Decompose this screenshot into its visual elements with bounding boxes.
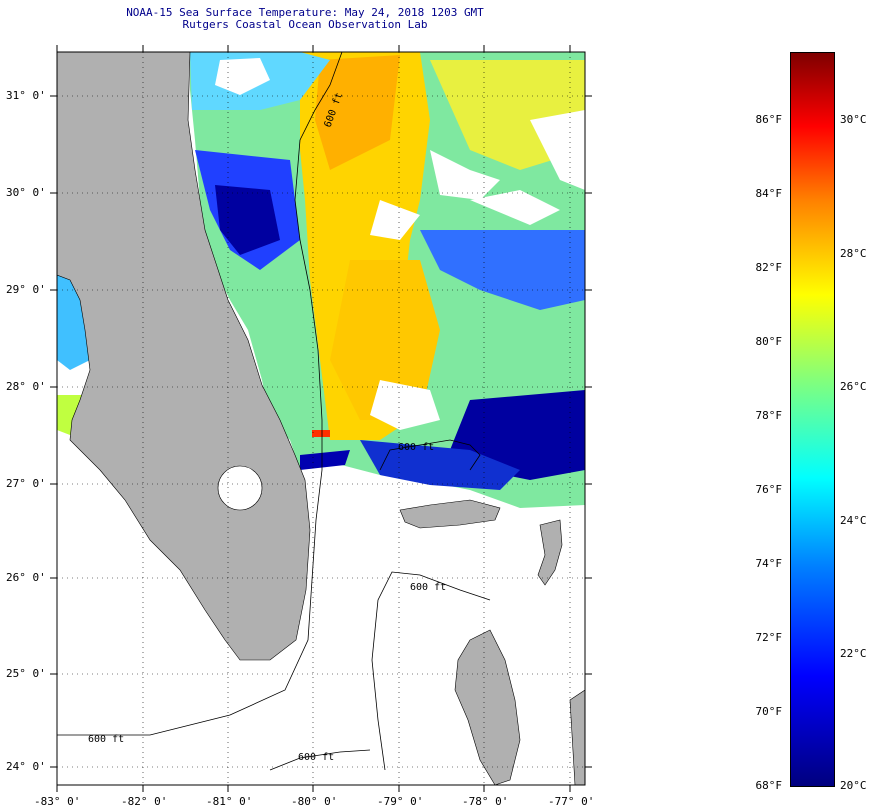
axis-ticks	[50, 45, 592, 792]
colorbar-f-74: 74°F	[755, 557, 783, 570]
sst-data-layer	[57, 52, 585, 508]
map-title: NOAA-15 Sea Surface Temperature: May 24,…	[126, 6, 484, 19]
lon-label-80: -80° 0'	[291, 795, 338, 808]
colorbar-f-70: 70°F	[755, 705, 783, 718]
lat-label-31: 31° 0'	[6, 89, 46, 102]
lat-label-25: 25° 0'	[6, 667, 46, 680]
colorbar-f-86: 86°F	[755, 113, 783, 126]
colorbar-c-20: 20°C	[840, 779, 867, 792]
lat-label-24: 24° 0'	[6, 760, 46, 773]
lake-okeechobee	[217, 465, 263, 511]
lat-label-27: 27° 0'	[6, 477, 46, 490]
lon-label-82: -82° 0'	[121, 795, 168, 808]
colorbar-f-76: 76°F	[755, 483, 783, 496]
temperature-colorbar	[790, 52, 835, 787]
colorbar-f-72: 72°F	[755, 631, 783, 644]
grand-bahama-land	[399, 499, 501, 529]
colorbar-c-26: 26°C	[840, 380, 867, 393]
colorbar-c-30: 30°C	[840, 113, 867, 126]
lat-label-30: 30° 0'	[6, 186, 46, 199]
depth-contour-bahamas	[379, 439, 481, 471]
contour-label-bahamas: 600 ft	[410, 582, 446, 593]
contour-label-keys: 600 ft	[88, 734, 124, 745]
colorbar-f-78: 78°F	[755, 409, 783, 422]
lon-label-81: -81° 0'	[206, 795, 253, 808]
cuba-edge-land	[569, 689, 585, 785]
lat-label-29: 29° 0'	[6, 283, 46, 296]
depth-contour-600ft	[57, 52, 343, 736]
lon-label-79: -79° 0'	[377, 795, 424, 808]
abaco-land	[537, 519, 563, 586]
colorbar-f-68: 68°F	[755, 779, 783, 792]
graticule	[57, 52, 585, 785]
andros-land	[454, 629, 521, 785]
lat-label-26: 26° 0'	[6, 571, 46, 584]
lon-label-83: -83° 0'	[34, 795, 81, 808]
colorbar-c-22: 22°C	[840, 647, 867, 660]
contour-label-south: 600 ft	[298, 752, 334, 763]
map-frame	[56, 51, 586, 786]
colorbar-f-84: 84°F	[755, 187, 783, 200]
depth-contour-keys	[269, 749, 371, 771]
colorbar-f-82: 82°F	[755, 261, 783, 274]
lon-label-77: -77° 0'	[548, 795, 595, 808]
depth-contour-south	[371, 571, 491, 771]
lon-label-78: -78° 0'	[462, 795, 509, 808]
colorbar-c-28: 28°C	[840, 247, 867, 260]
colorbar-f-80: 80°F	[755, 335, 783, 348]
contour-label-east: 600 ft	[398, 442, 434, 453]
colorbar-c-24: 24°C	[840, 514, 867, 527]
map-subtitle: Rutgers Coastal Ocean Observation Lab	[182, 18, 428, 31]
lat-label-28: 28° 0'	[6, 380, 46, 393]
